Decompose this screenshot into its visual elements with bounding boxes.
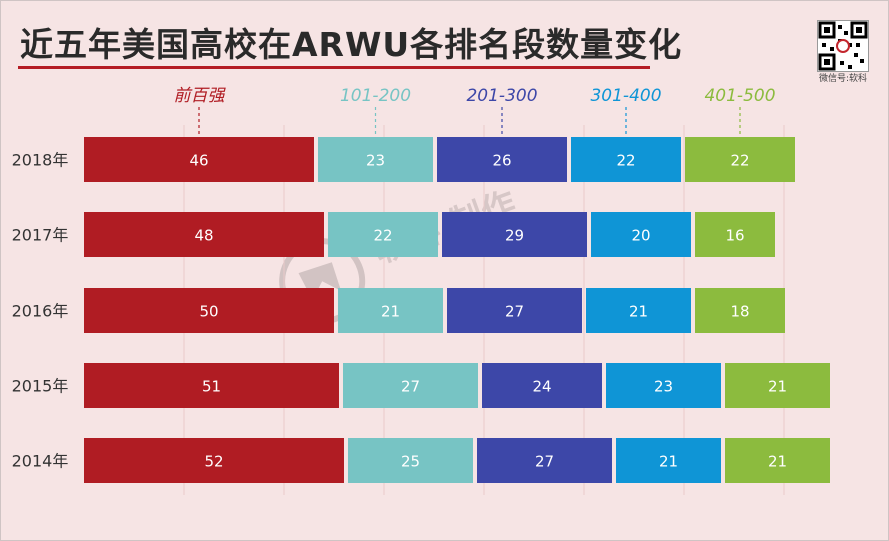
data-label: 48 [194,227,213,245]
bar-segment [616,438,721,483]
data-label: 22 [616,152,635,170]
data-label: 21 [659,453,678,471]
bar-segment [477,438,612,483]
bar-segment [695,288,785,333]
bar-segment [84,288,334,333]
bar-segment [591,212,691,257]
data-label: 46 [189,152,208,170]
data-label: 22 [373,227,392,245]
data-label: 24 [532,378,551,396]
chart-title: 近五年美国高校在ARWU各排名段数量变化 [20,25,683,64]
bar-segment [482,363,602,408]
legend-label: 401-500 [704,86,775,106]
data-label: 21 [629,303,648,321]
title-underline [18,66,650,69]
data-label: 21 [381,303,400,321]
bar-segment [437,137,567,182]
data-label: 22 [730,152,749,170]
data-label: 21 [768,453,787,471]
category-label: 2015年 [12,377,69,396]
data-label: 27 [505,303,524,321]
bar-segment [442,212,587,257]
bar-segment [685,137,795,182]
bar-segment [695,212,775,257]
data-label: 18 [730,303,749,321]
data-label: 23 [366,152,385,170]
data-label: 29 [505,227,524,245]
data-label: 25 [401,453,420,471]
bar-segment [725,438,830,483]
data-label: 16 [725,227,744,245]
legend-label: 前百强 [174,86,227,106]
category-label: 2014年 [12,452,69,471]
data-label: 52 [204,453,223,471]
category-label: 2016年 [12,302,69,321]
data-label: 26 [492,152,511,170]
data-label: 50 [199,303,218,321]
bar-segment [84,137,314,182]
legend-label: 101-200 [340,86,411,106]
data-label: 51 [202,378,221,396]
legend-label: 301-400 [590,86,661,106]
data-label: 27 [535,453,554,471]
bar-segment [84,438,344,483]
bar-segment [338,288,443,333]
bar-segment [447,288,582,333]
category-label: 2018年 [12,151,69,170]
bar-segment [586,288,691,333]
qr-caption: 微信号:软科 [818,74,868,84]
qr-code-icon [817,20,869,72]
bar-segment [84,212,324,257]
data-label: 20 [631,227,650,245]
bar-segment [318,137,433,182]
bar-segment [328,212,438,257]
data-label: 21 [768,378,787,396]
bar-segment [348,438,473,483]
bar-segment [84,363,339,408]
data-label: 23 [654,378,673,396]
bar-segment [606,363,721,408]
bar-segment [571,137,681,182]
category-label: 2017年 [12,226,69,245]
legend-label: 201-300 [466,86,537,106]
bar-segment [343,363,478,408]
bar-segment [725,363,830,408]
data-label: 27 [401,378,420,396]
